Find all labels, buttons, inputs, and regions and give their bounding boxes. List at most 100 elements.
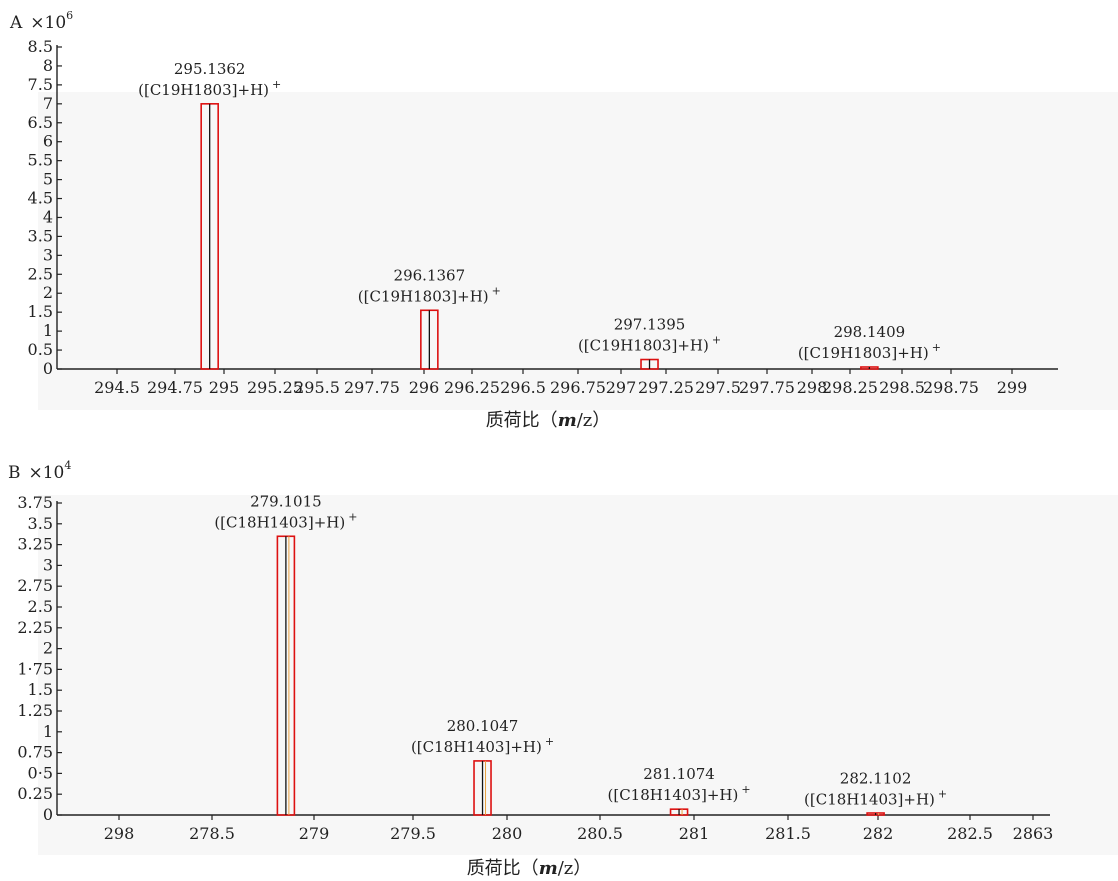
panel-letter: A xyxy=(9,13,23,33)
plot-background xyxy=(38,495,1118,855)
x-tick-label: 281 xyxy=(679,824,710,843)
chart-panel-b: B ×104 3.75 3.5 3.253 2.75 2.5 2.25 21·75 1.5 1.25… xyxy=(8,459,1118,879)
x-tick-label: 298.75 xyxy=(923,378,979,397)
peak-mz-label: 296.1367 xyxy=(394,266,466,284)
y-tick-label: 3 xyxy=(43,245,53,264)
y-tick-label: 1·75 xyxy=(17,659,53,678)
y-tick-label: 6.5 xyxy=(28,113,53,132)
plot-background xyxy=(38,92,1118,410)
peak-formula-label: ([C19H1803]+H) + xyxy=(138,78,281,99)
peak-mz-label: 282.1102 xyxy=(840,769,912,787)
scale-label: ×10 xyxy=(30,13,66,33)
x-tick-label: 278.5 xyxy=(189,824,235,843)
y-tick-label: 7.5 xyxy=(28,75,53,94)
peak-mz-label: 295.1362 xyxy=(174,60,246,78)
peak-mz-label: 280.1047 xyxy=(447,717,519,735)
peak-formula: ([C18H1403]+H) xyxy=(214,513,345,531)
y-tick-label: 2 xyxy=(43,639,53,658)
x-tick-label: 295.25 xyxy=(247,378,303,397)
y-tick-label: 0.5 xyxy=(28,340,53,359)
x-tick-label: 298.25 xyxy=(822,378,878,397)
x-axis-label-italic: m xyxy=(558,410,577,431)
x-axis-label-italic: m xyxy=(539,858,558,879)
peak-formula-label: ([C19H1803]+H) + xyxy=(358,284,501,305)
x-tick-label: 281.5 xyxy=(765,824,811,843)
peak-formula: ([C19H1803]+H) xyxy=(798,344,929,362)
peak-charge: + xyxy=(272,78,281,91)
peak-charge: + xyxy=(932,341,941,354)
x-tick-label: 282 xyxy=(863,824,894,843)
y-tick-label: 0 xyxy=(43,359,53,378)
x-tick-label: 295.5 xyxy=(294,378,340,397)
y-tick-label: 4.5 xyxy=(28,189,53,208)
peak-formula: ([C19H1803]+H) xyxy=(138,81,269,99)
y-tick-label: 0 xyxy=(43,805,53,824)
panel-title: B ×104 xyxy=(8,459,71,483)
x-tick-label: 297.25 xyxy=(638,378,694,397)
peak-charge: + xyxy=(492,284,501,297)
peak-mz-label: 279.1015 xyxy=(250,492,322,510)
scale-exponent: 6 xyxy=(66,9,73,22)
x-axis-label-prefix: 质荷比（ xyxy=(467,858,539,879)
x-tick-label: 296.75 xyxy=(550,378,606,397)
x-tick-label: 297.75 xyxy=(739,378,795,397)
x-axis-label: 质荷比（m/z） xyxy=(467,858,592,879)
y-tick-label: 0.75 xyxy=(17,743,53,762)
y-tick-label: 2.5 xyxy=(28,264,53,283)
y-tick-label: 3 xyxy=(43,555,53,574)
peak-charge: + xyxy=(712,334,721,347)
y-tick-label: 2.5 xyxy=(28,597,53,616)
peak-charge: + xyxy=(545,735,554,748)
panel-letter: B xyxy=(8,463,21,483)
peak-formula: ([C19H1803]+H) xyxy=(358,287,489,305)
x-tick-label: 295 xyxy=(209,378,240,397)
peak-formula-label: ([C19H1803]+H) + xyxy=(798,341,941,362)
x-tick-label: 296.25 xyxy=(444,378,500,397)
x-tick-label: 298 xyxy=(797,378,828,397)
peak-formula-label: ([C18H1403]+H) + xyxy=(214,510,357,531)
peak-formula: ([C19H1803]+H) xyxy=(578,337,709,355)
y-tick-label: 0·5 xyxy=(28,763,53,782)
x-tick-label: 282.5 xyxy=(947,824,993,843)
y-tick-label: 2.25 xyxy=(17,618,53,637)
peak-formula: ([C18H1403]+H) xyxy=(804,790,935,808)
peak-formula-label: ([C19H1803]+H) + xyxy=(578,334,721,355)
peak-charge: + xyxy=(741,783,750,796)
chart-panel-a: A ×1068.587.576.565.554.543.532.521.510.5… xyxy=(9,9,1118,431)
y-tick-label: 5 xyxy=(43,170,53,189)
x-tick-label: 280 xyxy=(492,824,523,843)
x-tick-label: 298 xyxy=(104,824,135,843)
y-tick-label: 1 xyxy=(43,722,53,741)
x-axis-label: 质荷比（m/z） xyxy=(486,410,611,431)
peak-mz-label: 281.1074 xyxy=(643,765,715,783)
y-tick-label: 5.5 xyxy=(28,151,53,170)
y-tick-label: 8.5 xyxy=(28,37,53,56)
y-tick-label: 1.5 xyxy=(28,302,53,321)
y-tick-label: 3.25 xyxy=(17,535,53,554)
x-tick-label: 296 xyxy=(409,378,440,397)
y-tick-label: 6 xyxy=(43,132,53,151)
peak-formula-label: ([C18H1403]+H) + xyxy=(804,787,947,808)
y-tick-label: 1.5 xyxy=(28,680,53,699)
peak-mz-label: 298.1409 xyxy=(834,323,906,341)
y-tick-label: 2 xyxy=(43,283,53,302)
y-tick-label: 4 xyxy=(43,207,53,226)
x-tick-label: 299 xyxy=(997,378,1028,397)
peak-formula-label: ([C18H1403]+H) + xyxy=(607,783,750,804)
x-tick-label: 298.5 xyxy=(879,378,925,397)
x-tick-label: 280.5 xyxy=(577,824,623,843)
x-tick-label: 279 xyxy=(299,824,330,843)
peak-charge: + xyxy=(938,787,947,800)
y-tick-label: 1 xyxy=(43,321,53,340)
x-axis-label-suffix: /z） xyxy=(558,858,592,879)
y-tick-label: 3.5 xyxy=(28,226,53,245)
peak-formula: ([C18H1403]+H) xyxy=(607,786,738,804)
x-axis-label-prefix: 质荷比（ xyxy=(486,410,558,431)
scale-exponent: 4 xyxy=(64,459,71,472)
x-tick-label: 2863 xyxy=(1013,824,1054,843)
y-tick-label: 2.75 xyxy=(17,576,53,595)
peak-formula: ([C18H1403]+H) xyxy=(411,738,542,756)
x-tick-label: 294.75 xyxy=(147,378,203,397)
x-tick-label: 297.5 xyxy=(695,378,741,397)
x-tick-label: 297 xyxy=(606,378,637,397)
